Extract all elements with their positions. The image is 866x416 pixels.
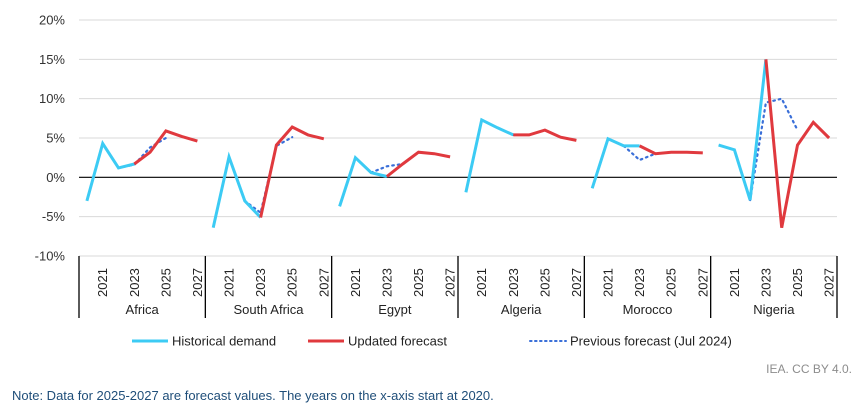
x-tick-label: 2025 (158, 268, 173, 297)
historical-line-south-africa (211, 151, 262, 229)
historical-line-egypt (338, 154, 388, 207)
group-label-nigeria: Nigeria (753, 302, 795, 317)
x-tick-label: 2023 (253, 268, 268, 297)
group-label-south-africa: South Africa (233, 302, 304, 317)
x-tick-label: 2027 (695, 268, 710, 297)
updated-line-egypt (385, 150, 451, 178)
x-tick-label: 2023 (758, 268, 773, 297)
y-axis-tick-labels: 20% 15% 10% 5% 0% -5% -10% (35, 13, 66, 264)
chart: 20% 15% 10% 5% 0% -5% -10% 2021 2023 2025 2027 Afr… (35, 13, 838, 349)
x-tick-label: 2023 (127, 268, 142, 297)
y-tick-label: -10% (35, 249, 66, 264)
x-tick-label: 2021 (348, 268, 363, 297)
y-tick-label: 10% (39, 91, 65, 106)
x-tick-label: 2021 (474, 268, 489, 297)
note-text: Note: Data for 2025-2027 are forecast va… (12, 388, 494, 403)
previous-line-egypt (370, 151, 420, 174)
legend-label-updated: Updated forecast (348, 334, 447, 349)
previous-line-nigeria (748, 97, 799, 202)
x-tick-label: 2027 (443, 268, 458, 297)
x-tick-label: 2021 (727, 268, 742, 297)
legend-label-previous: Previous forecast (Jul 2024) (570, 334, 732, 349)
historical-line-algeria (464, 117, 514, 193)
series-lines (85, 59, 831, 229)
y-tick-label: 20% (39, 13, 65, 28)
historical-line-morocco (590, 136, 640, 189)
x-tick-label: 2025 (537, 268, 552, 297)
y-tick-label: 0% (46, 170, 65, 185)
group-label-morocco: Morocco (623, 302, 673, 317)
updated-line-morocco (638, 144, 703, 156)
historical-line-africa (85, 139, 135, 202)
grid-lines (79, 19, 837, 257)
legend: Historical demand Updated forecast Previou… (132, 334, 732, 349)
previous-line-south-africa (243, 136, 294, 215)
legend-label-historical: Historical demand (172, 334, 276, 349)
y-tick-label: 5% (46, 131, 65, 146)
group-label-africa: Africa (126, 302, 160, 317)
x-axis: 2021 2023 2025 2027 Africa 2021 2023 2025 2027 So… (78, 256, 838, 318)
x-tick-label: 2025 (285, 268, 300, 297)
x-tick-label: 2023 (379, 268, 394, 297)
group-label-algeria: Algeria (501, 302, 542, 317)
updated-line-algeria (513, 128, 577, 142)
x-tick-label: 2021 (601, 268, 616, 297)
updated-line-africa (133, 129, 198, 166)
x-tick-label: 2027 (316, 268, 331, 297)
x-tick-label: 2021 (95, 268, 110, 297)
x-tick-label: 2025 (411, 268, 426, 297)
x-tick-label: 2023 (506, 268, 521, 297)
x-tick-label: 2023 (632, 268, 647, 297)
updated-line-nigeria (764, 59, 831, 228)
x-tick-label: 2021 (222, 268, 237, 297)
x-tick-label: 2027 (569, 268, 584, 297)
x-tick-label: 2027 (822, 268, 837, 297)
y-tick-label: 15% (39, 52, 65, 67)
credit-text: IEA. CC BY 4.0. (766, 362, 852, 376)
historical-line-nigeria (718, 59, 768, 201)
updated-line-south-africa (259, 125, 325, 218)
x-tick-label: 2027 (190, 268, 205, 297)
x-tick-label: 2025 (790, 268, 805, 297)
x-tick-label: 2025 (664, 268, 679, 297)
group-label-egypt: Egypt (378, 302, 412, 317)
y-tick-label: -5% (42, 209, 66, 224)
